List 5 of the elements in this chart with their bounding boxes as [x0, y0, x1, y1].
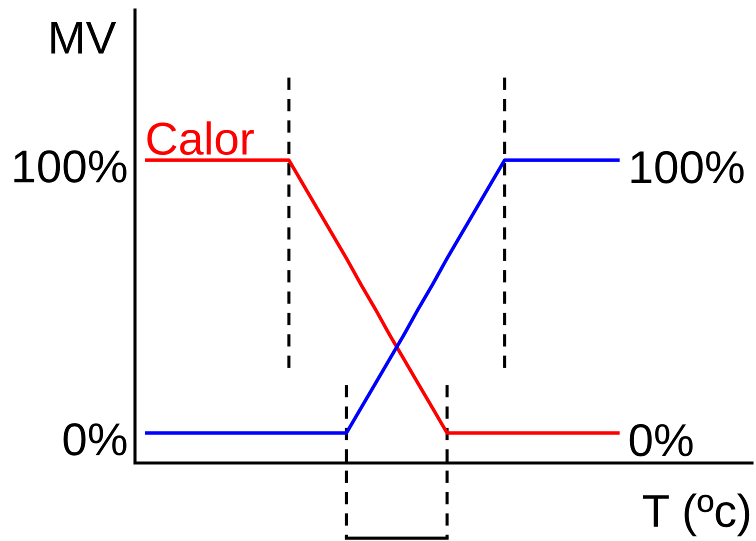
y-axis-title: MV [51, 22, 116, 54]
x-axis-title: T (ºc) [642, 494, 750, 536]
data-label: 0% [630, 424, 693, 456]
series-label: Calor [147, 121, 254, 155]
data-label: 100% [632, 151, 744, 184]
